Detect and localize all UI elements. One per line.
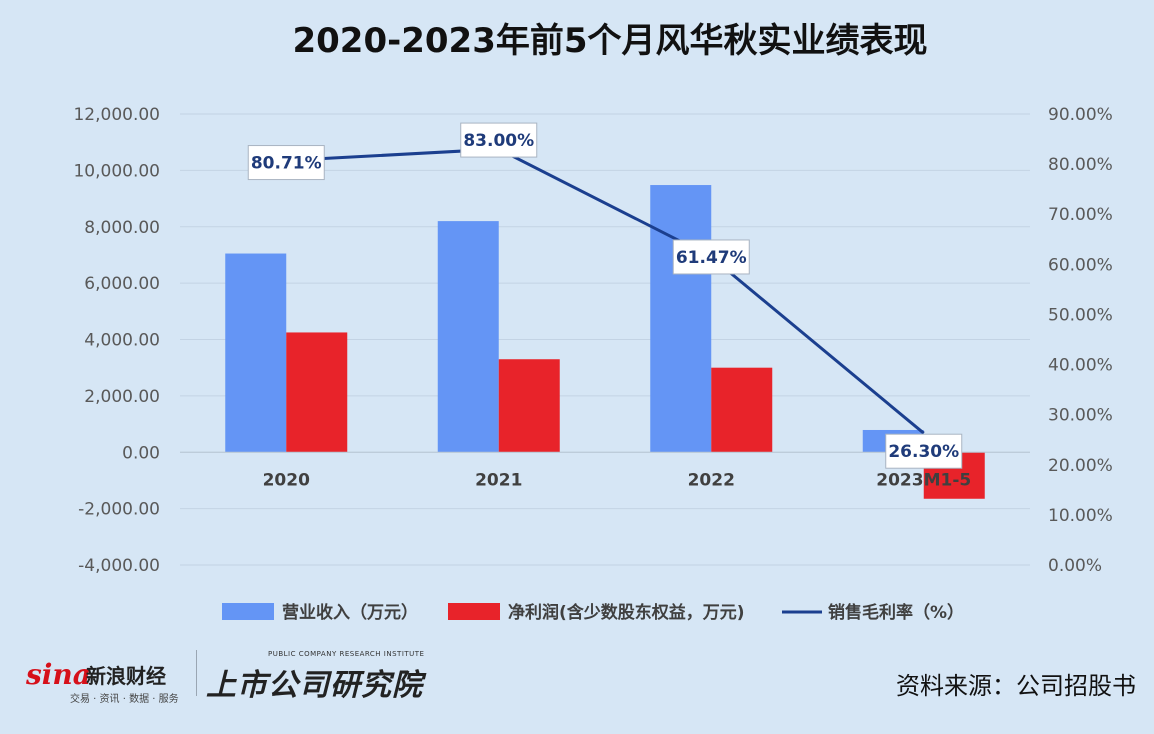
right-tick-label: 60.00% (1048, 255, 1113, 275)
left-tick-label: 4,000.00 (84, 331, 160, 351)
institute-logo-cn: 上市公司研究院 (206, 668, 423, 703)
sina-logo-cn: 新浪财经 (86, 664, 166, 688)
institute-logo: PUBLIC COMPANY RESEARCH INSTITUTE 上市公司研究… (206, 648, 426, 703)
source-note: 资料来源：公司招股书 (896, 672, 1136, 700)
right-tick-label: 80.00% (1048, 155, 1113, 175)
data-label-box (672, 239, 750, 275)
sina-finance-logo: sina 新浪财经 交易 · 资讯 · 数据 · 服务 (26, 652, 206, 705)
net-profit-bar (286, 332, 348, 453)
data-label: 80.71% (251, 154, 322, 174)
left-tick-label: 12,000.00 (73, 105, 160, 125)
revenue-bar (437, 221, 499, 453)
net-profit-bar (498, 359, 560, 453)
sina-logo-subtitle: 交易 · 资讯 · 数据 · 服务 (70, 694, 179, 705)
legend: 营业收入（万元） 净利润(含少数股东权益，万元) 销售毛利率（%） (222, 602, 964, 623)
category-label: 2021 (475, 470, 522, 490)
legend-net-profit-label: 净利润(含少数股东权益，万元) (508, 602, 745, 623)
legend-revenue-label: 营业收入（万元） (282, 602, 418, 623)
category-label: 2020 (263, 470, 310, 490)
left-tick-label: 0.00 (122, 443, 160, 463)
data-label-box (460, 122, 538, 158)
data-label: 61.47% (676, 248, 747, 268)
left-tick-label: -2,000.00 (78, 500, 160, 520)
left-tick-label: 2,000.00 (84, 387, 160, 407)
data-label: 83.00% (463, 131, 534, 151)
right-tick-label: 10.00% (1048, 506, 1113, 526)
right-tick-label: 0.00% (1048, 556, 1102, 576)
line-series: 80.71% 83.00% 61.47% 26.30% (247, 122, 963, 469)
left-tick-label: 6,000.00 (84, 274, 160, 294)
left-tick-label: 10,000.00 (73, 161, 160, 181)
right-tick-label: 70.00% (1048, 205, 1113, 225)
chart-title: 2020-2023年前5个月风华秋实业绩表现 (292, 21, 927, 61)
revenue-bar (225, 253, 287, 453)
right-tick-label: 50.00% (1048, 305, 1113, 325)
right-tick-label: 40.00% (1048, 356, 1113, 376)
category-label: 2022 (688, 470, 735, 490)
data-label: 26.30% (888, 442, 959, 462)
right-tick-label: 30.00% (1048, 406, 1113, 426)
bar-series (180, 185, 1030, 499)
legend-net-profit-swatch (448, 603, 500, 620)
gross-margin-line (286, 147, 925, 435)
data-label-box (885, 433, 963, 469)
legend-gross-margin-label: 销售毛利率（%） (828, 602, 964, 623)
institute-logo-en: PUBLIC COMPANY RESEARCH INSTITUTE (268, 650, 425, 658)
left-tick-label: -4,000.00 (78, 556, 160, 576)
logo-divider (196, 650, 197, 696)
right-tick-label: 90.00% (1048, 105, 1113, 125)
data-label-box (247, 145, 325, 181)
sina-logo-word: sina (26, 658, 91, 691)
combo-chart: 2020-2023年前5个月风华秋实业绩表现 12,000.00 10,000.0… (73, 21, 1113, 623)
left-axis-ticks: 12,000.00 10,000.00 8,000.00 6,000.00 4,000.… (73, 105, 160, 576)
left-tick-label: 8,000.00 (84, 218, 160, 238)
footer: sina 新浪财经 交易 · 资讯 · 数据 · 服务 PUBLIC COMPA… (0, 640, 1154, 734)
revenue-bar (650, 185, 712, 453)
category-labels: 2020 2021 2022 2023M1-5 (263, 470, 972, 490)
right-tick-label: 20.00% (1048, 456, 1113, 476)
category-label: 2023M1-5 (876, 470, 971, 490)
legend-revenue-swatch (222, 603, 274, 620)
net-profit-bar (711, 367, 773, 453)
right-axis-ticks: 90.00% 80.00% 70.00% 60.00% 50.00% 40.00% 30.0… (1048, 105, 1113, 576)
